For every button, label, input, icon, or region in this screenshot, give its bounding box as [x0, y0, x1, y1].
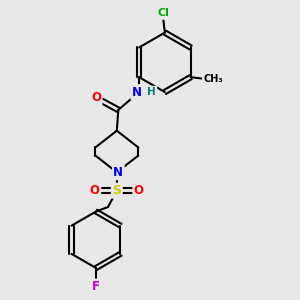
- Text: O: O: [91, 92, 101, 104]
- Text: S: S: [112, 184, 121, 197]
- Text: H: H: [147, 87, 156, 97]
- Text: N: N: [132, 85, 142, 98]
- Text: CH₃: CH₃: [203, 74, 223, 84]
- Text: O: O: [90, 184, 100, 197]
- Text: Cl: Cl: [158, 8, 169, 18]
- Text: O: O: [134, 184, 144, 197]
- Text: N: N: [113, 166, 123, 179]
- Text: F: F: [92, 280, 100, 293]
